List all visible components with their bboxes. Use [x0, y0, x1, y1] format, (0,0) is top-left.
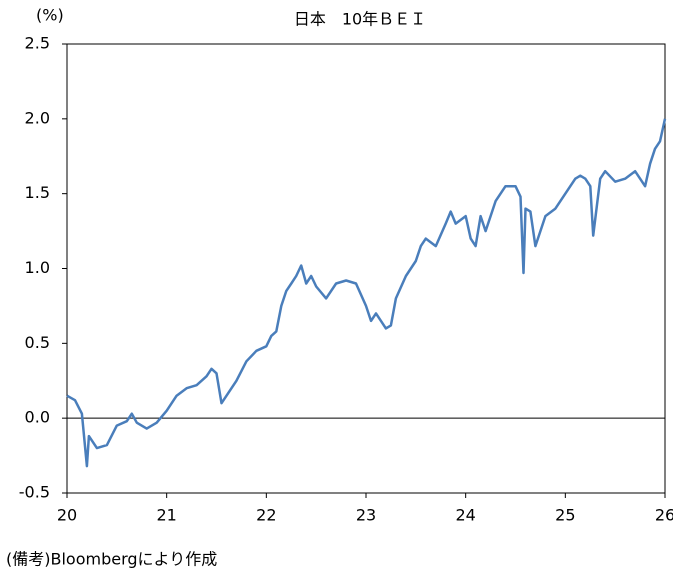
line-series [66, 118, 667, 468]
x-tick-label: 23 [356, 506, 376, 525]
y-tick-label: 0.5 [25, 333, 50, 352]
note: (備考)Bloombergにより作成 [6, 550, 217, 569]
y-tick-label: -0.5 [19, 483, 50, 502]
y-tick-label: 2.5 [25, 34, 50, 53]
y-unit: (%) [36, 6, 64, 25]
x-tick-label: 20 [57, 506, 77, 525]
y-tick-label: 0.0 [25, 408, 50, 427]
x-tick-label: 26 [655, 506, 673, 525]
chart-title: 日本 10年ＢＥＩ [294, 10, 426, 29]
x-tick-label: 22 [256, 506, 276, 525]
x-tick-label: 25 [555, 506, 575, 525]
plot-frame [66, 43, 666, 494]
x-tick-label: 24 [455, 506, 475, 525]
y-tick-label: 1.5 [25, 183, 50, 202]
y-tick-label: 1.0 [25, 258, 50, 277]
x-tick-label: 21 [156, 506, 176, 525]
y-tick-label: 2.0 [25, 108, 50, 127]
